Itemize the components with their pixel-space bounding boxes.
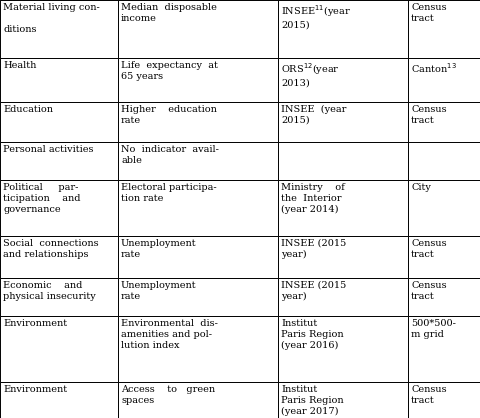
Bar bbox=[118, 316, 278, 382]
Text: Political     par-
ticipation    and
governance: Political par- ticipation and governance bbox=[3, 183, 81, 214]
Bar bbox=[118, 0, 278, 58]
Text: Higher    education
rate: Higher education rate bbox=[121, 105, 217, 125]
Text: Census
tract: Census tract bbox=[411, 385, 446, 405]
Text: Life  expectancy  at
65 years: Life expectancy at 65 years bbox=[121, 61, 218, 81]
Bar bbox=[118, 102, 278, 142]
Text: Census
tract: Census tract bbox=[411, 105, 446, 125]
Bar bbox=[118, 278, 278, 316]
Text: Health: Health bbox=[3, 61, 36, 70]
Text: Institut
Paris Region
(year 2016): Institut Paris Region (year 2016) bbox=[281, 319, 344, 349]
Bar bbox=[408, 316, 480, 382]
Bar bbox=[408, 58, 480, 102]
Text: Canton$^{13}$: Canton$^{13}$ bbox=[411, 61, 457, 75]
Bar bbox=[278, 236, 408, 278]
Text: Unemployment
rate: Unemployment rate bbox=[121, 239, 197, 259]
Bar bbox=[0, 180, 118, 236]
Text: Unemployment
rate: Unemployment rate bbox=[121, 281, 197, 301]
Bar bbox=[118, 382, 278, 418]
Bar bbox=[118, 142, 278, 180]
Text: Institut
Paris Region
(year 2017): Institut Paris Region (year 2017) bbox=[281, 385, 344, 415]
Bar bbox=[0, 278, 118, 316]
Text: ORS$^{12}$(year
2013): ORS$^{12}$(year 2013) bbox=[281, 61, 340, 87]
Text: Social  connections
and relationships: Social connections and relationships bbox=[3, 239, 98, 259]
Text: Median  disposable
income: Median disposable income bbox=[121, 3, 217, 23]
Bar bbox=[278, 58, 408, 102]
Bar bbox=[118, 180, 278, 236]
Text: Material living con-

ditions: Material living con- ditions bbox=[3, 3, 100, 33]
Text: INSEE (2015
year): INSEE (2015 year) bbox=[281, 281, 346, 301]
Bar bbox=[0, 236, 118, 278]
Text: No  indicator  avail-
able: No indicator avail- able bbox=[121, 145, 219, 165]
Text: Census
tract: Census tract bbox=[411, 3, 446, 23]
Bar bbox=[408, 236, 480, 278]
Text: Census
tract: Census tract bbox=[411, 239, 446, 259]
Text: INSEE (2015
year): INSEE (2015 year) bbox=[281, 239, 346, 259]
Bar bbox=[408, 180, 480, 236]
Text: Ministry    of
the  Interior
(year 2014): Ministry of the Interior (year 2014) bbox=[281, 183, 345, 214]
Bar bbox=[278, 382, 408, 418]
Text: Census
tract: Census tract bbox=[411, 281, 446, 301]
Bar bbox=[0, 316, 118, 382]
Bar bbox=[408, 0, 480, 58]
Bar bbox=[278, 180, 408, 236]
Text: Environmental  dis-
amenities and pol-
lution index: Environmental dis- amenities and pol- lu… bbox=[121, 319, 218, 349]
Bar bbox=[408, 102, 480, 142]
Text: Personal activities: Personal activities bbox=[3, 145, 94, 154]
Bar bbox=[118, 236, 278, 278]
Bar bbox=[0, 102, 118, 142]
Bar bbox=[278, 0, 408, 58]
Text: Economic    and
physical insecurity: Economic and physical insecurity bbox=[3, 281, 96, 301]
Bar bbox=[278, 278, 408, 316]
Bar bbox=[278, 142, 408, 180]
Text: Environment: Environment bbox=[3, 385, 67, 394]
Bar bbox=[0, 0, 118, 58]
Text: Environment: Environment bbox=[3, 319, 67, 328]
Text: 500*500-
m grid: 500*500- m grid bbox=[411, 319, 456, 339]
Text: Electoral participa-
tion rate: Electoral participa- tion rate bbox=[121, 183, 216, 203]
Text: Access    to   green
spaces: Access to green spaces bbox=[121, 385, 215, 405]
Text: INSEE  (year
2015): INSEE (year 2015) bbox=[281, 105, 347, 125]
Bar bbox=[408, 382, 480, 418]
Bar bbox=[278, 102, 408, 142]
Text: INSEE$^{11}$(year
2015): INSEE$^{11}$(year 2015) bbox=[281, 3, 351, 30]
Text: Education: Education bbox=[3, 105, 53, 114]
Bar bbox=[0, 58, 118, 102]
Bar bbox=[118, 58, 278, 102]
Bar bbox=[408, 142, 480, 180]
Bar bbox=[0, 142, 118, 180]
Bar bbox=[278, 316, 408, 382]
Text: City: City bbox=[411, 183, 431, 192]
Bar bbox=[0, 382, 118, 418]
Bar bbox=[408, 278, 480, 316]
